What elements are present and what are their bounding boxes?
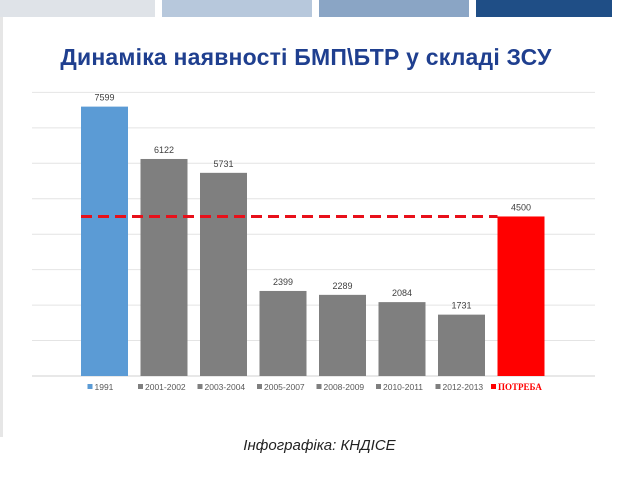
legend-swatch (87, 384, 93, 389)
data-label: 6122 (154, 145, 174, 155)
legend-swatch (435, 384, 441, 389)
data-label: 1731 (451, 301, 471, 311)
data-label: 4500 (511, 202, 531, 212)
bar-2008-2009 (319, 294, 366, 376)
data-label: 2399 (273, 277, 293, 287)
data-label: 7599 (94, 93, 114, 103)
legend-label: 2008-2009 (324, 382, 365, 392)
bar-2005-2007 (259, 290, 307, 376)
chart-title: Динаміка наявності БМП\БТР у складі ЗСУ (60, 44, 552, 70)
legend-label: 2003-2004 (205, 382, 246, 392)
legend-swatch (138, 384, 143, 389)
legend-swatch (376, 384, 381, 389)
bar-2010-2011 (378, 302, 426, 376)
bar-2001-2002 (140, 158, 188, 376)
header-band-1 (0, 0, 155, 17)
bar-2003-2004 (200, 172, 247, 376)
legend-label: 2010-2011 (383, 382, 423, 392)
header-band-2 (162, 0, 312, 17)
bar-ПОТРЕБА (497, 216, 545, 376)
legend-label: 2012-2013 (443, 382, 484, 392)
legend-swatch (197, 384, 203, 389)
legend-label: ПОТРЕБА (498, 382, 542, 392)
bar-2012-2013 (438, 314, 485, 376)
legend-swatch (491, 384, 496, 389)
bar-1991 (81, 106, 128, 376)
legend-label: 2005-2007 (264, 382, 305, 392)
legend-swatch (316, 384, 322, 389)
legend-label: 1991 (95, 382, 114, 392)
legend-swatch (257, 384, 262, 389)
data-label: 2084 (392, 288, 412, 298)
slide-edge (0, 0, 3, 437)
infographic-credit: Інфографіка: КНДІСЕ (243, 437, 396, 454)
header-band-4 (476, 0, 612, 17)
data-label: 5731 (213, 159, 233, 169)
header-band-3 (319, 0, 469, 17)
data-label: 2289 (332, 281, 352, 291)
legend-label: 2001-2002 (145, 382, 186, 392)
